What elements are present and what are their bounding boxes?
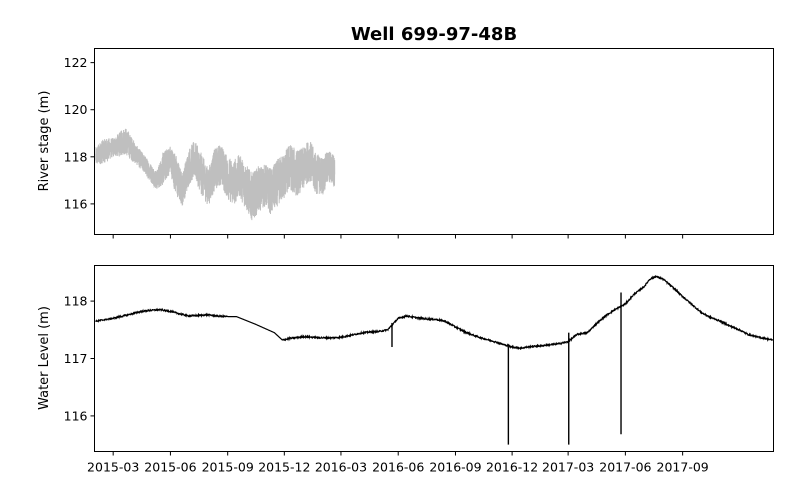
x-tick-label: 2015-06 — [144, 460, 196, 475]
x-tick-label: 2016-03 — [315, 460, 367, 475]
x-tick-label: 2015-12 — [258, 460, 310, 475]
river-stage-axes-border — [94, 48, 774, 235]
water-level-y-tick-label: 118 — [64, 294, 88, 309]
river-stage-y-tick-label: 116 — [64, 196, 88, 211]
river-stage-y-tick-label: 118 — [64, 149, 88, 164]
x-tick-label: 2017-06 — [599, 460, 651, 475]
x-tick-label: 2015-03 — [87, 460, 139, 475]
river-stage-y-axis-label: River stage (m) — [37, 91, 52, 192]
river-stage-y-tick-label: 122 — [64, 55, 88, 70]
water-level-line — [95, 274, 774, 351]
river-stage-panel: 116 118 120 122 River stage (m) — [37, 48, 774, 239]
river-stage-x-ticks — [112, 234, 684, 239]
water-level-axes-border — [94, 265, 774, 452]
water-level-y-axis-label: Water Level (m) — [37, 306, 52, 410]
x-tick-label: 2016-09 — [429, 460, 481, 475]
water-level-plot-frame — [94, 265, 774, 452]
x-tick-label: 2017-03 — [542, 460, 594, 475]
x-axis-ticks: 2015-03 2015-06 2015-09 2015-12 2016-03 2016-… — [87, 451, 709, 475]
river-stage-series — [95, 128, 336, 221]
river-stage-y-tick-label: 120 — [64, 102, 88, 117]
x-tick-label: 2015-09 — [202, 460, 254, 475]
water-level-y-ticks: 116 117 118 — [64, 294, 95, 423]
water-level-y-tick-label: 117 — [64, 351, 88, 366]
river-stage-plot-frame — [94, 48, 774, 235]
x-tick-label: 2016-06 — [372, 460, 424, 475]
water-level-series — [95, 274, 774, 445]
x-tick-label: 2016-12 — [486, 460, 538, 475]
river-stage-line — [95, 128, 336, 221]
river-stage-y-ticks: 116 118 120 122 — [64, 55, 95, 211]
x-tick-label: 2017-09 — [657, 460, 709, 475]
water-level-y-tick-label: 116 — [64, 408, 88, 423]
chart-title: Well 699-97-48B — [351, 24, 517, 45]
